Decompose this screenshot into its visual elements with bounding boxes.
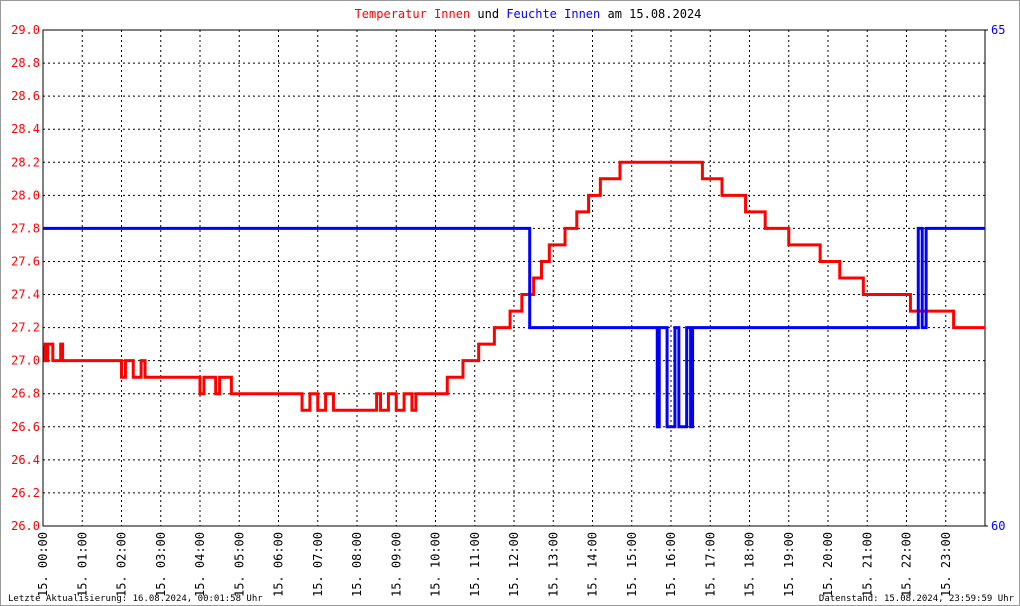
plot-border [42,29,986,527]
y-tick-label: 28.0 [11,188,40,202]
x-tick-label: 15. 01:00 [75,532,89,597]
y-tick-label: 26.0 [11,519,40,533]
chart-title: Temperatur Innen und Feuchte Innen am 15… [355,7,702,21]
x-tick-label: 15. 02:00 [115,532,129,597]
y2-tick-label: 60 [991,519,1005,533]
y-tick-label: 27.6 [11,254,40,268]
x-tick-label: 15. 22:00 [900,532,914,597]
y-tick-label: 28.6 [11,89,40,103]
y-tick-label: 27.8 [11,221,40,235]
x-tick-label: 15. 05:00 [232,532,246,597]
y-tick-label: 27.0 [11,354,40,368]
x-tick-label: 15. 16:00 [664,532,678,597]
y-tick-label: 28.2 [11,155,40,169]
x-tick-label: 15. 21:00 [860,532,874,597]
x-tick-label: 15. 09:00 [389,532,403,597]
x-tick-label: 15. 15:00 [625,532,639,597]
x-tick-label: 15. 08:00 [350,532,364,597]
x-tick-label: 15. 04:00 [193,532,207,597]
x-tick-label: 15. 14:00 [586,532,600,597]
title-series-1: Temperatur Innen [355,7,471,21]
y-tick-label: 28.8 [11,56,40,70]
line-series [43,160,985,412]
y-tick-label: 26.6 [11,420,40,434]
footer-right: Datenstand: 15.08.2024, 23:59:59 Uhr [819,594,1015,604]
y-tick-label: 28.4 [11,122,40,136]
y2-tick-label: 65 [991,23,1005,37]
footer-left: Letzte Aktualisierung: 16.08.2024, 00:01… [8,594,263,604]
y-tick-label: 26.2 [11,486,40,500]
title-connector: und [477,7,499,21]
title-date: am 15.08.2024 [607,7,701,21]
x-tick-label: 15. 23:00 [939,532,953,597]
y-tick-label: 26.4 [11,453,40,467]
x-tick-label: 15. 11:00 [468,532,482,597]
x-tick-label: 15. 20:00 [821,532,835,597]
x-tick-label: 15. 13:00 [546,532,560,597]
y-tick-label: 29.0 [11,23,40,37]
y-tick-label: 27.4 [11,288,40,302]
x-tick-label: 15. 03:00 [154,532,168,597]
x-tick-label: 15. 17:00 [703,532,717,597]
y-tick-label: 27.2 [11,321,40,335]
x-tick-label: 15. 06:00 [272,532,286,597]
x-tick-label: 15. 19:00 [782,532,796,597]
x-tick-label: 15. 12:00 [507,532,521,597]
y-tick-label: 26.8 [11,387,40,401]
x-tick-label: 15. 18:00 [743,532,757,597]
x-tick-label: 15. 00:00 [36,532,50,597]
x-tick-label: 15. 10:00 [429,532,443,597]
title-series-2: Feuchte Innen [506,7,600,21]
x-tick-label: 15. 07:00 [311,532,325,597]
line-series [43,226,985,429]
